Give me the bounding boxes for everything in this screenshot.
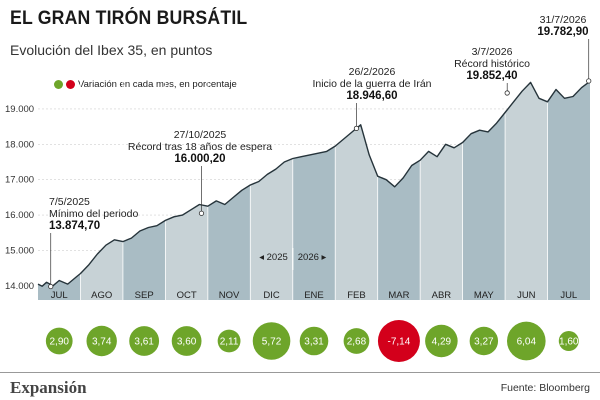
month-band	[547, 81, 590, 300]
annotation-text: Mínimo del periodo	[49, 208, 138, 220]
month-band	[165, 81, 209, 300]
monthly-change-bubble	[506, 321, 546, 361]
y-tick-label: 18.000	[5, 139, 34, 150]
monthly-change-bubble	[252, 322, 291, 360]
annotation-text: 31/7/2026	[540, 14, 587, 26]
annotation-point	[353, 125, 360, 131]
monthly-change-label: 3,74	[92, 337, 112, 348]
monthly-change-bubble	[425, 324, 458, 358]
monthly-change-label: 2,11	[220, 337, 239, 348]
month-band	[38, 81, 81, 300]
annotation-value: 18.946,60	[346, 90, 397, 102]
month-label: ABR	[432, 290, 452, 301]
annotation-text: 27/10/2025	[174, 129, 227, 141]
month-label: SEP	[135, 290, 154, 301]
y-tick-label: 19.000	[5, 104, 34, 115]
legend-negative-dot	[66, 80, 75, 89]
source-note: Fuente: Bloomberg	[500, 382, 590, 394]
year-label-2026: 2026 ▸	[298, 252, 327, 263]
monthly-change-bubble	[343, 328, 370, 354]
brand-logo: Expansión	[10, 378, 87, 397]
month-band	[462, 81, 506, 300]
annotation-value: 19.852,40	[466, 70, 517, 82]
monthly-change-bubble	[299, 326, 329, 356]
monthly-change-label: 4,29	[432, 337, 452, 348]
monthly-change-bubble	[45, 327, 73, 355]
series-line-ibex	[37, 80, 591, 287]
monthly-change-label: 3,27	[474, 337, 494, 348]
monthly-change-label: 2,68	[347, 337, 367, 348]
monthly-change-label: 2,90	[49, 337, 69, 348]
y-tick-label: 15.000	[5, 245, 34, 256]
monthly-change-bubble	[86, 325, 117, 357]
month-label: AGO	[91, 290, 112, 301]
annotation-point	[504, 90, 510, 96]
ibex-chart: 14.000 15.000 16.000 17.000 18.000 19.000 JUL A…	[5, 14, 592, 362]
annotation-text: Inicio de la guerra de Irán	[312, 78, 431, 90]
annotation-text: 3/7/2026	[472, 46, 513, 58]
annotation-point	[48, 283, 54, 290]
month-band	[80, 81, 124, 300]
month-label: MAR	[388, 290, 409, 301]
chart-title: EL GRAN TIRÓN BURSÁTIL	[10, 8, 248, 29]
month-label: FEB	[347, 290, 365, 301]
annotation-point	[586, 78, 592, 84]
annotation-text: 7/5/2025	[49, 196, 90, 208]
month-label: NOV	[219, 290, 240, 301]
y-tick-label: 16.000	[5, 210, 34, 221]
month-label: JUN	[517, 290, 536, 301]
month-band	[122, 81, 166, 300]
legend: Variación en cada mes, en porcentaje	[54, 79, 237, 90]
year-label-2025: ◂ 2025	[259, 252, 288, 263]
annotation-value: 19.782,90	[537, 26, 588, 38]
month-label: DIC	[263, 290, 280, 301]
monthly-change-label: 3,31	[304, 337, 324, 348]
monthly-change-bubble	[377, 320, 420, 362]
annotation-point	[198, 210, 205, 216]
annotation-value: 13.874,70	[49, 220, 100, 232]
month-label: ENE	[304, 290, 324, 301]
monthly-change-bubble	[217, 329, 241, 353]
month-label: JUL	[51, 290, 68, 301]
month-band	[207, 81, 251, 300]
chart-subtitle: Evolución del Ibex 35, en puntos	[10, 42, 213, 58]
monthly-change-label: 1,60	[559, 337, 579, 348]
y-tick-label: 17.000	[5, 175, 34, 186]
legend-positive-dot	[54, 80, 63, 89]
monthly-change-label: 5,72	[262, 337, 282, 348]
legend-label: Variación en cada mes, en porcentaje	[78, 79, 237, 90]
annotation-text: Récord tras 18 años de espera	[128, 141, 272, 153]
month-band	[505, 81, 549, 300]
y-tick-label: 14.000	[5, 281, 34, 292]
monthly-change-bubble	[558, 331, 579, 351]
monthly-change-bubble	[171, 326, 202, 356]
annotation-text: 26/2/2026	[349, 66, 396, 78]
monthly-change-label: 6,04	[517, 337, 537, 348]
footer-divider	[0, 372, 600, 373]
monthly-change-label: 3,61	[134, 337, 154, 348]
annotation-value: 16.000,20	[174, 153, 225, 165]
monthly-change-bubble	[129, 326, 160, 356]
monthly-change-label: 3,60	[177, 337, 197, 348]
monthly-change-bubble	[469, 326, 499, 356]
annotation-text: Récord histórico	[454, 58, 530, 70]
month-label: MAY	[474, 290, 495, 301]
month-label: OCT	[177, 290, 197, 301]
month-label: JUL	[560, 290, 577, 301]
monthly-change-label: -7,14	[388, 337, 411, 348]
